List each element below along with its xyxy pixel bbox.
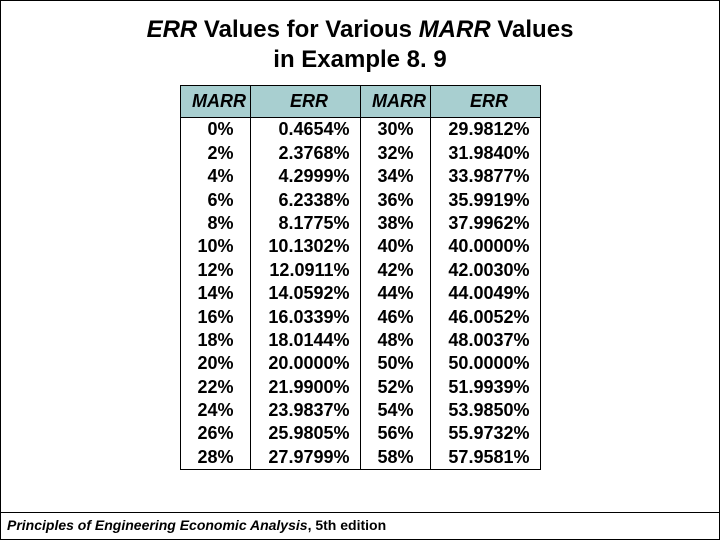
table-cell: 48% [360,329,430,352]
table-cell: 31.9840% [430,142,540,165]
err-marr-table: MARR ERR MARR ERR 0%0.4654%30%29.9812%2%… [180,85,541,470]
table-cell: 8% [180,212,250,235]
title-mid2: Values [491,16,574,43]
table-cell: 2% [180,142,250,165]
table-cell: 18% [180,329,250,352]
table-cell: 18.0144% [250,329,360,352]
table-cell: 34% [360,165,430,188]
footer-divider [1,512,719,513]
table-cell: 42% [360,259,430,282]
table-cell: 8.1775% [250,212,360,235]
table-cell: 23.9837% [250,399,360,422]
table-row: 16%16.0339%46%46.0052% [180,306,540,329]
table-body: 0%0.4654%30%29.9812%2%2.3768%32%31.9840%… [180,118,540,470]
table-cell: 50% [360,352,430,375]
title-marr: MARR [419,16,491,43]
table-row: 22%21.9900%52%51.9939% [180,376,540,399]
table-header-row: MARR ERR MARR ERR [180,86,540,118]
table-cell: 16% [180,306,250,329]
table-cell: 44% [360,282,430,305]
table-cell: 54% [360,399,430,422]
table-cell: 0.4654% [250,118,360,142]
col-header-err-2: ERR [430,86,540,118]
table-row: 28%27.9799%58%57.9581% [180,446,540,470]
table-row: 4%4.2999%34%33.9877% [180,165,540,188]
table-row: 6%6.2338%36%35.9919% [180,189,540,212]
table-cell: 26% [180,422,250,445]
table-cell: 55.9732% [430,422,540,445]
table-cell: 12.0911% [250,259,360,282]
title-line-2: in Example 8. 9 [1,45,719,75]
table-cell: 33.9877% [430,165,540,188]
table-cell: 16.0339% [250,306,360,329]
table-cell: 24% [180,399,250,422]
table-cell: 2.3768% [250,142,360,165]
table-cell: 25.9805% [250,422,360,445]
table-row: 26%25.9805%56%55.9732% [180,422,540,445]
table-cell: 52% [360,376,430,399]
footer-text: Principles of Engineering Economic Analy… [7,517,386,533]
table-cell: 42.0030% [430,259,540,282]
title-mid1: Values for Various [197,16,418,43]
table-cell: 10% [180,235,250,258]
table-cell: 20.0000% [250,352,360,375]
table-cell: 44.0049% [430,282,540,305]
table-cell: 40% [360,235,430,258]
table-cell: 38% [360,212,430,235]
table-cell: 14.0592% [250,282,360,305]
table-row: 10%10.1302%40%40.0000% [180,235,540,258]
table-cell: 4% [180,165,250,188]
table-row: 12%12.0911%42%42.0030% [180,259,540,282]
table-cell: 20% [180,352,250,375]
table-row: 2%2.3768%32%31.9840% [180,142,540,165]
table-row: 0%0.4654%30%29.9812% [180,118,540,142]
table-cell: 57.9581% [430,446,540,470]
table-cell: 40.0000% [430,235,540,258]
table-cell: 36% [360,189,430,212]
table-cell: 29.9812% [430,118,540,142]
table-cell: 6% [180,189,250,212]
footer-book-title: Principles of Engineering Economic Analy… [7,517,308,533]
table-cell: 58% [360,446,430,470]
col-header-err-1: ERR [250,86,360,118]
table-cell: 0% [180,118,250,142]
table-cell: 51.9939% [430,376,540,399]
table-cell: 46.0052% [430,306,540,329]
table-cell: 27.9799% [250,446,360,470]
table-cell: 37.9962% [430,212,540,235]
table-container: MARR ERR MARR ERR 0%0.4654%30%29.9812%2%… [1,85,719,470]
title-line-1: ERR Values for Various MARR Values [1,15,719,45]
table-cell: 12% [180,259,250,282]
table-cell: 30% [360,118,430,142]
table-cell: 35.9919% [430,189,540,212]
table-cell: 4.2999% [250,165,360,188]
table-cell: 46% [360,306,430,329]
table-cell: 21.9900% [250,376,360,399]
table-cell: 14% [180,282,250,305]
col-header-marr-2: MARR [360,86,430,118]
table-cell: 10.1302% [250,235,360,258]
table-cell: 53.9850% [430,399,540,422]
table-cell: 56% [360,422,430,445]
footer-edition: , 5th edition [308,517,387,533]
table-cell: 28% [180,446,250,470]
table-row: 18%18.0144%48%48.0037% [180,329,540,352]
title-err: ERR [147,16,198,43]
table-row: 8%8.1775%38%37.9962% [180,212,540,235]
table-cell: 22% [180,376,250,399]
table-cell: 32% [360,142,430,165]
table-cell: 50.0000% [430,352,540,375]
table-row: 24%23.9837%54%53.9850% [180,399,540,422]
slide-title: ERR Values for Various MARR Values in Ex… [1,1,719,75]
col-header-marr-1: MARR [180,86,250,118]
table-row: 14%14.0592%44%44.0049% [180,282,540,305]
table-cell: 6.2338% [250,189,360,212]
table-row: 20%20.0000%50%50.0000% [180,352,540,375]
table-cell: 48.0037% [430,329,540,352]
